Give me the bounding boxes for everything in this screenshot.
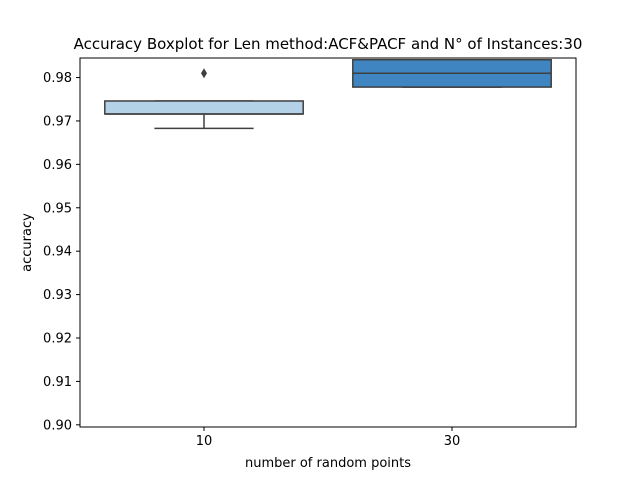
y-tick-label: 0.90 xyxy=(43,418,72,433)
x-axis: 10 30 xyxy=(196,427,461,449)
y-tick-label: 0.95 xyxy=(43,201,72,216)
x-tick-label: 10 xyxy=(196,434,213,449)
y-tick-label: 0.94 xyxy=(43,245,72,260)
y-axis: 0.90 0.91 0.92 0.93 0.94 0.95 0.96 0.97 0.98 xyxy=(43,71,80,433)
x-axis-title: number of random points xyxy=(245,456,411,471)
chart-title: Accuracy Boxplot for Len method:ACF&PACF… xyxy=(74,35,583,53)
y-tick-label: 0.98 xyxy=(43,71,72,86)
y-tick-label: 0.91 xyxy=(43,375,72,390)
box-iqr xyxy=(104,100,304,115)
box-group-10 xyxy=(104,68,304,130)
plot-frame xyxy=(79,57,577,428)
y-tick-label: 0.93 xyxy=(43,288,72,303)
y-tick-label: 0.96 xyxy=(43,158,72,173)
y-tick-label: 0.97 xyxy=(43,114,72,129)
x-tick-label: 30 xyxy=(444,434,461,449)
y-tick-label: 0.92 xyxy=(43,332,72,347)
y-axis-title: accuracy xyxy=(20,213,35,272)
plot-area xyxy=(104,58,552,130)
outlier-marker xyxy=(201,68,207,79)
box-group-30 xyxy=(352,58,552,88)
